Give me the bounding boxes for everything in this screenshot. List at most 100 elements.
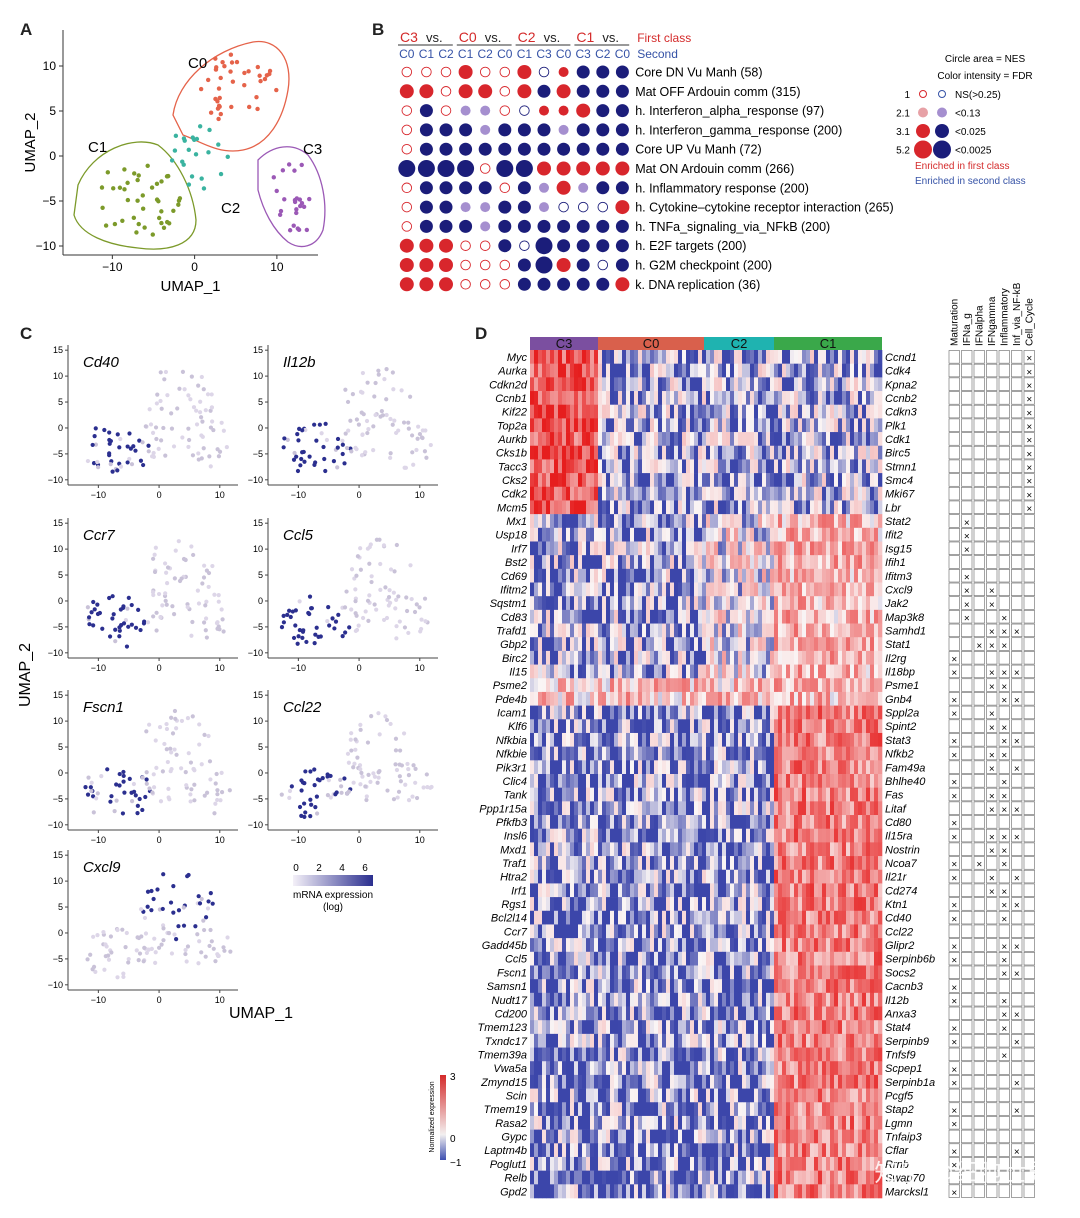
heatmap-cell bbox=[878, 473, 883, 488]
enrichment-dot bbox=[419, 219, 433, 233]
heatmap-cell bbox=[658, 815, 663, 830]
heatmap-cell bbox=[602, 678, 607, 693]
heatmap-cell bbox=[718, 760, 723, 775]
enrichment-dot bbox=[417, 160, 435, 177]
heatmap-cell bbox=[554, 445, 559, 460]
heatmap-cell bbox=[842, 705, 847, 720]
heatmap-cell bbox=[802, 815, 807, 830]
heatmap-cell bbox=[762, 541, 767, 556]
heatmap-cell bbox=[858, 541, 863, 556]
enrichment-dot bbox=[517, 142, 531, 156]
cell-point bbox=[197, 939, 202, 944]
heatmap-cell bbox=[654, 869, 659, 884]
heatmap-cell bbox=[798, 514, 803, 529]
heatmap-cell bbox=[754, 568, 759, 583]
heatmap-cell bbox=[546, 459, 551, 474]
heatmap-cell bbox=[786, 582, 791, 597]
heatmap-cell bbox=[642, 828, 647, 843]
heatmap-cell bbox=[810, 582, 815, 597]
heatmap-cell bbox=[622, 842, 627, 857]
heatmap-cell bbox=[766, 623, 771, 638]
heatmap-cell bbox=[758, 514, 763, 529]
heatmap-cell bbox=[650, 637, 655, 652]
heatmap-cell bbox=[694, 541, 699, 556]
heatmap-cell bbox=[770, 500, 775, 515]
heatmap-cell bbox=[698, 514, 703, 529]
heatmap-cell bbox=[774, 500, 779, 515]
heatmap-cell bbox=[590, 377, 595, 392]
heatmap-cell bbox=[834, 664, 839, 679]
heatmap-cell bbox=[642, 445, 647, 460]
heatmap-cell bbox=[586, 746, 591, 761]
cell-point bbox=[428, 442, 433, 448]
heatmap-cell bbox=[766, 869, 771, 884]
heatmap-cell bbox=[678, 678, 683, 693]
heatmap-cell bbox=[558, 719, 563, 734]
heatmap-cell bbox=[798, 705, 803, 720]
heatmap-cell bbox=[870, 473, 875, 488]
cell-point bbox=[121, 974, 126, 980]
heatmap-cell bbox=[758, 732, 763, 747]
cell-point bbox=[146, 443, 151, 448]
heatmap-cell bbox=[538, 815, 543, 830]
heatmap-cell bbox=[682, 650, 687, 665]
heatmap-cell bbox=[542, 637, 547, 652]
heatmap-cell bbox=[702, 910, 707, 925]
heatmap-cell bbox=[566, 350, 571, 364]
cell-point bbox=[197, 722, 202, 727]
heatmap-cell bbox=[758, 596, 763, 611]
heatmap-cell bbox=[694, 377, 699, 392]
heatmap-cell bbox=[662, 432, 667, 447]
cell-point bbox=[156, 446, 161, 451]
heatmap-cell bbox=[694, 815, 699, 830]
x-tick-label: 10 bbox=[415, 490, 425, 500]
heatmap-cell bbox=[826, 363, 831, 378]
heatmap-cell bbox=[802, 377, 807, 392]
heatmap-cell bbox=[654, 445, 659, 460]
heatmap-cell bbox=[850, 856, 855, 871]
heatmap-cell bbox=[586, 787, 591, 802]
heatmap-cell bbox=[578, 869, 583, 884]
heatmap-cell bbox=[730, 500, 735, 515]
heatmap-cell bbox=[742, 678, 747, 693]
heatmap-cell bbox=[582, 650, 587, 665]
cell-point bbox=[360, 432, 365, 437]
heatmap-cell bbox=[794, 842, 799, 857]
heatmap-cell bbox=[538, 486, 543, 501]
heatmap-cell bbox=[682, 910, 687, 925]
heatmap-cell bbox=[742, 897, 747, 912]
heatmap-cell bbox=[834, 473, 839, 488]
cell-point bbox=[216, 142, 221, 147]
heatmap-cell bbox=[582, 555, 587, 570]
heatmap-cell bbox=[706, 719, 711, 734]
heatmap-cell bbox=[726, 719, 731, 734]
cell-point bbox=[360, 615, 366, 621]
heatmap-cell bbox=[858, 869, 863, 884]
heatmap-cell bbox=[650, 514, 655, 529]
heatmap-cell bbox=[598, 910, 603, 925]
heatmap-cell bbox=[714, 432, 719, 447]
heatmap-cell bbox=[878, 404, 883, 419]
heatmap-cell bbox=[598, 623, 603, 638]
heatmap-cell bbox=[670, 363, 675, 378]
heatmap-cell bbox=[662, 678, 667, 693]
heatmap-cell bbox=[846, 432, 851, 447]
cell-point bbox=[106, 957, 112, 962]
heatmap-cell bbox=[710, 486, 715, 501]
cell-point bbox=[285, 612, 290, 617]
heatmap-cell bbox=[750, 445, 755, 460]
heatmap-cell bbox=[702, 842, 707, 857]
cell-point bbox=[345, 751, 351, 756]
heatmap-cell bbox=[586, 418, 591, 433]
heatmap-cell bbox=[870, 350, 875, 364]
heatmap-cell bbox=[742, 732, 747, 747]
heatmap-cell bbox=[878, 869, 883, 884]
cell-point bbox=[384, 717, 390, 723]
heatmap-cell bbox=[714, 514, 719, 529]
cell-point bbox=[163, 598, 168, 603]
heatmap-cell bbox=[574, 568, 579, 583]
heatmap-cell bbox=[862, 363, 867, 378]
cell-point bbox=[398, 779, 403, 784]
cell-point bbox=[89, 780, 94, 785]
heatmap-cell bbox=[746, 541, 751, 556]
